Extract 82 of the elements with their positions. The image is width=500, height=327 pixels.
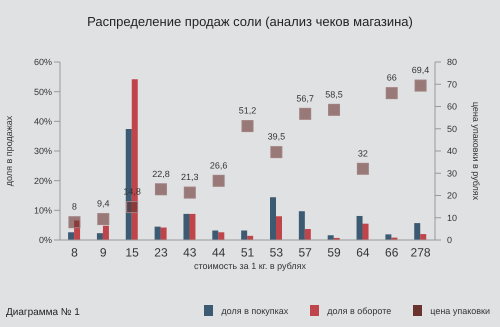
data-label: 39,5 [268, 132, 286, 142]
y2-tick-label: 30 [447, 168, 458, 178]
data-label: 32 [358, 148, 368, 158]
bar [189, 214, 196, 240]
point [68, 216, 80, 228]
point [414, 80, 427, 92]
data-label: 56,7 [296, 93, 314, 104]
bar [241, 230, 248, 240]
bar [218, 232, 224, 240]
y2-tick-label: 20 [447, 190, 458, 200]
point [212, 174, 225, 187]
bar [298, 211, 305, 240]
point [356, 162, 369, 175]
bar [420, 234, 426, 240]
data-label: 21,3 [181, 172, 199, 182]
y-tick-label: 50% [34, 86, 52, 97]
y-tick-label: 20% [34, 176, 52, 186]
bar [183, 214, 190, 240]
data-label: 51,2 [238, 106, 256, 116]
y2-tick-label: 80 [447, 57, 458, 67]
point [154, 183, 167, 196]
point [242, 120, 254, 132]
bar [362, 224, 369, 240]
chart-title: Распределение продаж соли (анализ чеков магазина) [86, 14, 414, 29]
point [328, 104, 340, 116]
x-tick-label: 66 [385, 246, 399, 260]
legend-label: доля в покупках [221, 306, 288, 316]
bar [414, 223, 420, 240]
x-tick-label: 57 [298, 246, 312, 260]
y-tick-label: 40% [34, 116, 52, 127]
y2-tick-label: 70 [447, 79, 458, 90]
bar [96, 233, 103, 240]
bar [160, 228, 167, 240]
bar [356, 216, 363, 240]
y2-tick-label: 60 [447, 102, 458, 112]
data-label: 9,4 [97, 198, 110, 209]
x-axis-title: стоимость за 1 кг. в рублях [193, 261, 307, 271]
y2-tick-label: 10 [447, 212, 458, 223]
bar [154, 226, 161, 240]
x-tick-label: 8 [71, 246, 78, 260]
x-tick-label: 44 [212, 246, 226, 260]
legend-label: доля в обороте [327, 306, 392, 316]
point [184, 186, 196, 199]
legend-label: цена упаковки [430, 306, 490, 316]
text: Диаграмма № 1 [6, 307, 80, 318]
bar [68, 232, 74, 240]
x-tick-label: 59 [327, 246, 342, 260]
data-label: 22,8 [152, 168, 170, 179]
data-label: 14,8 [123, 186, 141, 197]
y-tick-label: 0% [38, 235, 52, 246]
data-label: 58,5 [325, 89, 343, 100]
bar [304, 229, 311, 240]
data-label: 8 [72, 202, 77, 212]
point [270, 146, 282, 158]
bar [270, 197, 276, 240]
data-label: 66 [386, 72, 397, 83]
y-tick-label: 10% [34, 206, 52, 216]
point [386, 87, 398, 100]
point [97, 213, 110, 226]
y2-tick-label: 50 [447, 124, 458, 134]
y2-tick-label: 40 [447, 146, 458, 156]
data-label: 69,4 [412, 65, 430, 76]
bar [102, 226, 109, 240]
x-tick-label: 43 [183, 246, 197, 260]
y-tick-label: 30% [34, 146, 52, 156]
x-tick-label: 51 [240, 246, 254, 260]
y2-tick-label: 0 [447, 235, 452, 245]
y2-axis-title: цена упаковки в рублях [470, 102, 481, 201]
x-tick-label: 23 [154, 246, 168, 260]
y-tick-label: 60% [34, 57, 52, 68]
y-axis-title: доля в продажах [4, 115, 14, 186]
point [299, 108, 312, 120]
x-tick-label: 9 [100, 246, 107, 260]
x-tick-label: 64 [356, 246, 370, 260]
bar [74, 220, 80, 240]
bar [212, 230, 218, 240]
x-tick-label: 15 [125, 246, 140, 260]
x-tick-label: 53 [270, 246, 284, 260]
point [126, 201, 138, 214]
data-label: 26,6 [210, 160, 228, 170]
x-tick-label: 278 [410, 246, 431, 260]
bar [276, 216, 282, 240]
